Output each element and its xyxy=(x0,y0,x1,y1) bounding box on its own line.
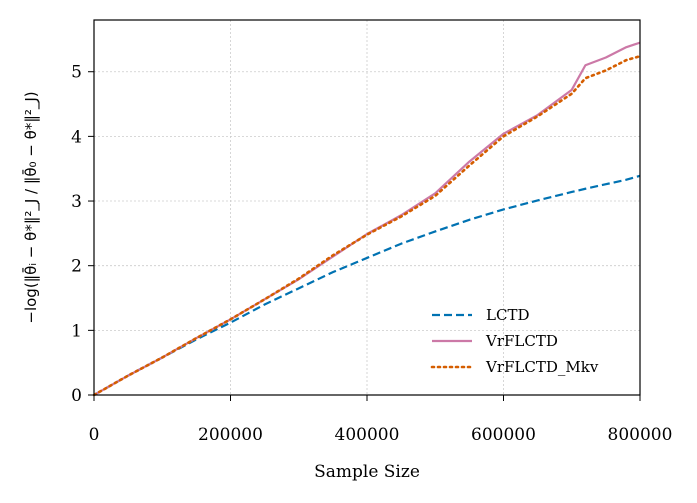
y-tick-label: 4 xyxy=(71,127,82,147)
y-tick-label: 2 xyxy=(71,257,82,277)
y-axis-label: −log(‖θ̄ᵢ − θ*‖²_J / ‖θ̄₀ − θ*‖²_J) xyxy=(21,91,41,323)
series-line-vrflctd-mkv xyxy=(92,54,642,397)
series-line-lctd xyxy=(93,174,641,396)
y-tick-label: 1 xyxy=(71,321,82,341)
y-tick-label: 3 xyxy=(71,192,82,212)
x-tick-label: 200000 xyxy=(198,425,263,445)
x-tick-label: 600000 xyxy=(471,425,536,445)
grid xyxy=(93,20,641,396)
x-tick-label: 400000 xyxy=(335,425,400,445)
ticks: 0 200000 400000 600000 800000 0 1 2 3 4 5 xyxy=(71,63,672,445)
y-tick-label: 5 xyxy=(71,63,82,83)
legend: LCTD VrFLCTD VrFLCTD_Mkv xyxy=(430,306,599,376)
y-tick-label: 0 xyxy=(71,386,82,406)
x-axis-label: Sample Size xyxy=(314,462,420,482)
series-layer xyxy=(92,41,642,397)
legend-label: VrFLCTD xyxy=(485,332,558,350)
legend-label: VrFLCTD_Mkv xyxy=(485,358,599,376)
x-tick-label: 0 xyxy=(89,425,100,445)
legend-label: LCTD xyxy=(486,306,529,324)
x-tick-label: 800000 xyxy=(608,425,673,445)
series-line-vrflctd xyxy=(93,41,641,396)
